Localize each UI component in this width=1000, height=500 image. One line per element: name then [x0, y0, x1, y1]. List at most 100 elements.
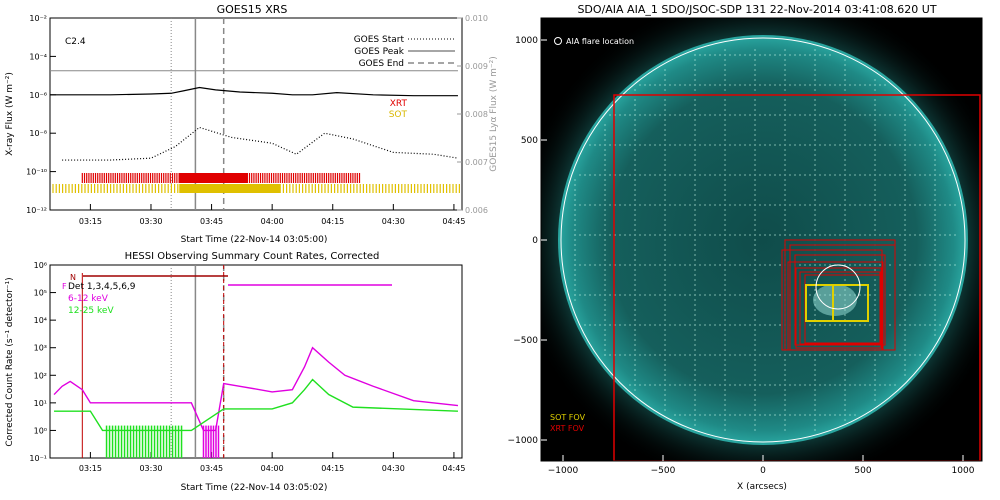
grid-dot [934, 239, 936, 241]
grid-dot [604, 249, 606, 251]
grid-dot [904, 294, 906, 296]
grid-dot [729, 144, 731, 146]
grid-dot [784, 229, 786, 231]
hessi-ytick-label: 10⁻¹ [29, 454, 47, 463]
grid-dot [714, 384, 716, 386]
grid-dot [874, 99, 876, 101]
goes-y2-ticks: 0.006 0.007 0.008 0.009 0.010 [457, 14, 488, 215]
grid-dot [694, 304, 696, 306]
grid-dot [604, 169, 606, 171]
grid-dot [574, 224, 576, 226]
grid-dot [659, 294, 661, 296]
grid-dot [664, 79, 666, 81]
grid-dot [664, 329, 666, 331]
grid-dot [809, 234, 811, 236]
grid-dot [784, 154, 786, 156]
grid-dot [754, 119, 756, 121]
grid-dot [784, 189, 786, 191]
grid-dot [879, 84, 881, 86]
grid-dot [874, 379, 876, 381]
grid-dot [724, 294, 726, 296]
grid-dot [579, 234, 581, 236]
grid-dot [694, 84, 696, 86]
grid-dot [804, 174, 806, 176]
grid-dot [589, 324, 591, 326]
grid-dot [669, 144, 671, 146]
grid-dot [724, 79, 726, 81]
grid-dot [909, 294, 911, 296]
grid-dot [724, 114, 726, 116]
grid-dot [724, 334, 726, 336]
grid-dot [739, 294, 741, 296]
grid-dot [754, 204, 756, 206]
grid-dot [719, 84, 721, 86]
grid-dot [904, 104, 906, 106]
grid-dot [664, 399, 666, 401]
grid-dot [664, 389, 666, 391]
grid-dot [774, 384, 776, 386]
grid-dot [744, 174, 746, 176]
grid-dot [809, 324, 811, 326]
grid-dot [754, 79, 756, 81]
grid-dot [684, 384, 686, 386]
grid-dot [764, 204, 766, 206]
grid-dot [654, 324, 656, 326]
grid-dot [844, 144, 846, 146]
grid-dot [934, 249, 936, 251]
grid-dot [889, 204, 891, 206]
grid-dot [654, 354, 656, 356]
grid-dot [754, 414, 756, 416]
grid-dot [724, 119, 726, 121]
grid-dot [814, 134, 816, 136]
grid-dot [754, 349, 756, 351]
grid-dot [709, 54, 711, 56]
grid-dot [884, 234, 886, 236]
grid-dot [754, 269, 756, 271]
grid-dot [694, 289, 696, 291]
grid-dot [724, 134, 726, 136]
grid-dot [784, 184, 786, 186]
grid-dot [789, 384, 791, 386]
grid-dot [849, 144, 851, 146]
grid-dot [854, 414, 856, 416]
grid-dot [759, 354, 761, 356]
grid-dot [934, 319, 936, 321]
grid-dot [604, 299, 606, 301]
grid-dot [834, 174, 836, 176]
grid-dot [844, 114, 846, 116]
grid-dot [864, 264, 866, 266]
grid-dot [604, 229, 606, 231]
grid-dot [659, 264, 661, 266]
grid-dot [724, 229, 726, 231]
grid-dot [629, 294, 631, 296]
grid-dot [874, 269, 876, 271]
grid-dot [934, 284, 936, 286]
grid-dot [634, 179, 636, 181]
grid-dot [794, 114, 796, 116]
grid-dot [754, 304, 756, 306]
grid-dot [654, 144, 656, 146]
grid-dot [574, 229, 576, 231]
grid-dot [904, 119, 906, 121]
xrt-fov-large [613, 94, 981, 461]
grid-dot [759, 384, 761, 386]
grid-dot [844, 109, 846, 111]
grid-dot [934, 159, 936, 161]
grid-dot [814, 194, 816, 196]
grid-dot [769, 354, 771, 356]
grid-dot [664, 69, 666, 71]
grid-dot [814, 384, 816, 386]
grid-dot [814, 79, 816, 81]
grid-dot [784, 404, 786, 406]
grid-dot [644, 264, 646, 266]
hessi-series-line-1 [54, 378, 458, 432]
grid-dot [749, 84, 751, 86]
grid-dot [909, 174, 911, 176]
grid-dot [799, 174, 801, 176]
grid-dot [754, 159, 756, 161]
grid-dot [634, 274, 636, 276]
goes-xtick-label: 04:15 [321, 217, 344, 226]
grid-dot [934, 174, 936, 176]
grid-dot [629, 204, 631, 206]
grid-dot [634, 154, 636, 156]
